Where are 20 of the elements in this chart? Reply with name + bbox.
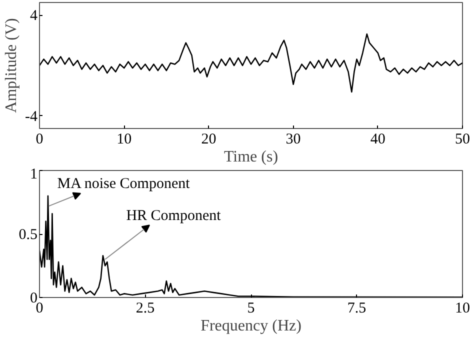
y-axis-title: Amplitude (V) [3, 18, 20, 113]
x-tick-label: 5 [247, 300, 255, 316]
x-tick-label: 2.5 [136, 300, 155, 316]
y-tick-label: 0.5 [18, 227, 38, 243]
line-series [40, 33, 462, 93]
x-tick-label: 50 [455, 132, 470, 148]
y-tick-label: 1 [30, 166, 38, 182]
y-tick-label: -4 [25, 108, 38, 125]
x-tick-label: 7.5 [347, 300, 366, 316]
x-tick-label: 20 [201, 132, 216, 148]
x-axis-title: Time (s) [224, 148, 278, 166]
x-tick-label: 30 [286, 132, 301, 148]
x-tick-label: 40 [370, 132, 386, 148]
annotation: MA noise Component [57, 176, 191, 192]
y-tick-label: 0 [30, 290, 38, 306]
x-axis-title: Frequency (Hz) [200, 318, 302, 334]
y-tick-label: 4 [30, 8, 38, 24]
x-tick-label: 10 [455, 300, 470, 316]
x-tick-label: 10 [116, 132, 132, 148]
annotation: HR Component [126, 208, 222, 224]
